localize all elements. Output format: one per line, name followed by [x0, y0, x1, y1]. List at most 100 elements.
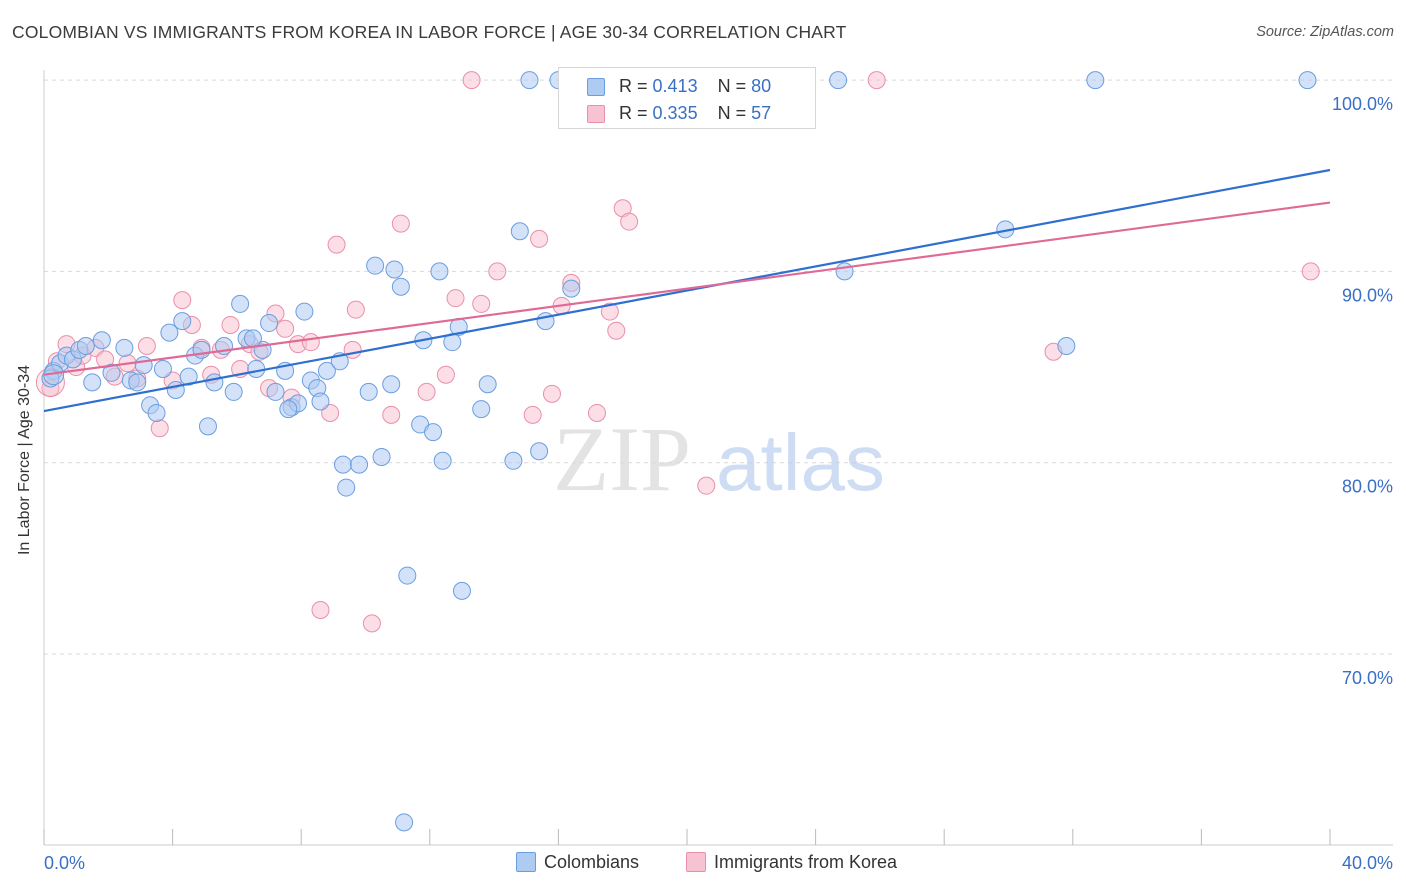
legend-r-value: 0.413	[652, 76, 698, 96]
colombians-point	[147, 403, 166, 422]
korea-point	[488, 262, 507, 281]
korea-point	[321, 403, 340, 422]
x-tick-labels: 0.0% 40.0%	[44, 853, 1393, 873]
y-tick-labels: 70.0% 80.0% 90.0% 100.0%	[1332, 94, 1393, 688]
colombians-point	[224, 382, 243, 401]
korea-point	[150, 419, 169, 438]
colombians-point	[430, 262, 449, 281]
korea-point	[137, 337, 156, 356]
korea-point	[346, 300, 365, 319]
legend-n-value: 57	[751, 103, 772, 123]
colombians-point	[102, 363, 121, 382]
colombians-point	[92, 331, 111, 350]
korea-point	[362, 614, 381, 633]
legend-swatch-blue	[516, 852, 536, 872]
colombians-point	[1057, 337, 1076, 356]
legend-swatch-pink	[587, 105, 605, 123]
colombians-point	[337, 478, 356, 497]
korea-point	[867, 71, 886, 90]
watermark: ZIP atlas	[553, 408, 885, 510]
legend-item-colombians: Colombians	[516, 852, 639, 873]
colombians-point	[134, 356, 153, 375]
colombians-point	[173, 312, 192, 331]
korea-point	[472, 294, 491, 313]
trend-lines	[43, 168, 1331, 413]
colombians-point	[198, 417, 217, 436]
colombians-point	[295, 302, 314, 321]
correlation-legend: R = 0.413 N = 80 R = 0.335 N = 57	[558, 67, 816, 129]
colombians-point	[478, 375, 497, 394]
colombians-point	[192, 340, 211, 359]
korea-point	[391, 214, 410, 233]
korea-point	[173, 291, 192, 310]
y-tick-label: 100.0%	[1332, 94, 1393, 114]
korea-point	[301, 333, 320, 352]
colombians-point	[424, 423, 443, 442]
colombians-point	[395, 813, 414, 832]
korea-point	[542, 384, 561, 403]
korea-point	[587, 403, 606, 422]
colombians-point	[243, 329, 262, 348]
colombians-point	[520, 71, 539, 90]
korea-point	[620, 212, 639, 231]
colombians-point	[260, 314, 279, 333]
korea-point	[462, 71, 481, 90]
x-tick-label-max: 40.0%	[1342, 853, 1393, 873]
korea-trend-line	[43, 201, 1331, 376]
korea-point	[523, 405, 542, 424]
colombians-point	[382, 375, 401, 394]
colombians-point	[279, 400, 298, 419]
colombians-point	[333, 455, 352, 474]
colombians-point	[562, 279, 581, 298]
y-tick-label: 70.0%	[1342, 668, 1393, 688]
colombians-point	[247, 359, 266, 378]
korea-point	[607, 321, 626, 340]
korea-point	[446, 289, 465, 308]
colombians-point	[1298, 71, 1317, 90]
korea-point	[327, 235, 346, 254]
legend-r-label: R =	[619, 76, 648, 96]
legend-n-label: N =	[717, 103, 747, 123]
colombians-point	[433, 451, 452, 470]
legend-swatch-blue	[587, 78, 605, 96]
korea-point	[221, 315, 240, 334]
colombians-point	[76, 337, 95, 356]
colombians-point	[350, 455, 369, 474]
colombians-point	[153, 359, 172, 378]
legend-label-korea: Immigrants from Korea	[714, 852, 898, 872]
legend-swatch-pink	[686, 852, 706, 872]
colombians-point	[452, 581, 471, 600]
legend-n-label: N =	[717, 76, 747, 96]
legend-label-colombians: Colombians	[544, 852, 640, 872]
colombians-point	[835, 262, 854, 281]
colombians-point	[398, 566, 417, 585]
korea-point	[382, 405, 401, 424]
korea-point	[530, 229, 549, 248]
korea-point	[311, 601, 330, 620]
colombians-point	[43, 364, 65, 386]
colombians-point	[366, 256, 385, 275]
colombians-point	[115, 338, 134, 357]
colombians-point	[391, 277, 410, 296]
korea-point	[436, 365, 455, 384]
x-tick-label-min: 0.0%	[44, 853, 85, 873]
colombians-point	[160, 323, 179, 342]
colombians-point	[266, 382, 285, 401]
legend-item-korea: Immigrants from Korea	[686, 852, 897, 873]
colombians-point	[472, 400, 491, 419]
colombians-point	[179, 367, 198, 386]
colombians-point	[359, 382, 378, 401]
watermark-zip: ZIP	[553, 408, 691, 510]
colombians-point	[372, 447, 391, 466]
colombians-point	[231, 294, 250, 313]
watermark-atlas: atlas	[716, 418, 885, 507]
colombians-point	[128, 373, 147, 392]
colombians-point	[317, 361, 336, 380]
colombians-point	[1086, 71, 1105, 90]
korea-point	[276, 319, 295, 338]
korea-point	[600, 302, 619, 321]
y-tick-label: 80.0%	[1342, 477, 1393, 497]
colombians-point	[504, 451, 523, 470]
legend-r-value: 0.335	[652, 103, 698, 123]
